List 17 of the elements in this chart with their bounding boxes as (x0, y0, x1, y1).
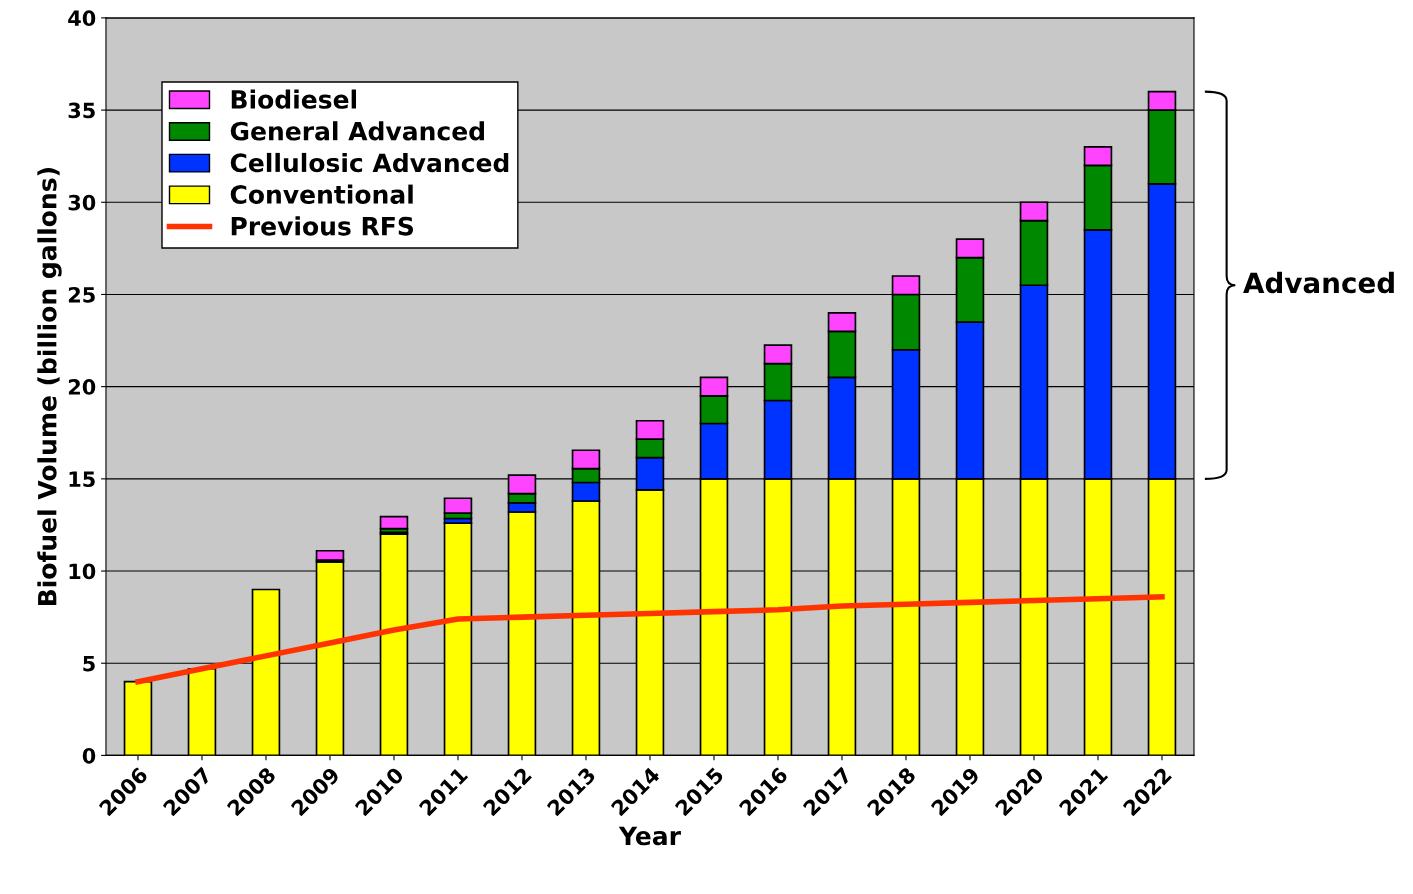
legend-label: Cellulosic Advanced (230, 152, 509, 173)
y-tick-label: 15 (69, 471, 95, 488)
legend-label: Biodiesel (231, 89, 357, 109)
y-tick-label: 20 (68, 379, 96, 395)
y-tick-label: 35 (68, 102, 95, 119)
y-axis-title: Biofuel Volume (billion gallons) (37, 168, 62, 606)
y-tick-label: 25 (68, 286, 95, 303)
y-tick-label: 0 (82, 747, 96, 764)
legend-label: Previous RFS (231, 216, 414, 236)
y-tick-label: 40 (68, 10, 96, 27)
y-tick-label: 10 (69, 563, 96, 580)
text: Advanced (1243, 271, 1394, 294)
y-tick-label: 5 (83, 655, 95, 672)
legend-label: Conventional (230, 184, 413, 204)
legend-label: General Advanced (230, 121, 484, 141)
y-tick-label: 30 (68, 194, 96, 211)
x-axis-title: Year (618, 826, 681, 846)
